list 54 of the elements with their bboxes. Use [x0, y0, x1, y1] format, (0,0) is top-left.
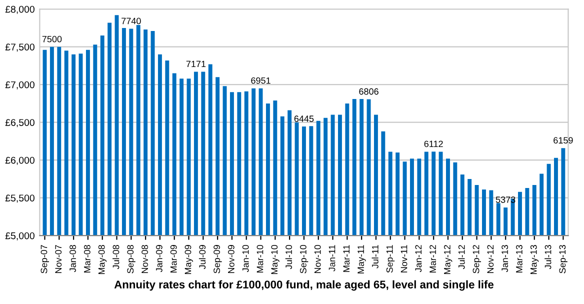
x-tick-label: Sep-12 — [472, 245, 481, 274]
y-tick-label: £6,000 — [5, 156, 34, 165]
y-tick-label: £6,500 — [5, 119, 34, 128]
x-tick-label: Sep-09 — [214, 245, 222, 274]
x-tick-label: Jan-09 — [156, 245, 162, 272]
x-tick-label: Nov-09 — [228, 245, 234, 273]
x-tick-label: Jul-13 — [544, 245, 552, 270]
x-tick-label: Sep-08 — [127, 245, 136, 274]
x-tick-label: Jul-11 — [372, 245, 378, 268]
x-tick-label: May-10 — [271, 244, 280, 274]
x-tick-label: Mar-11 — [343, 245, 350, 272]
x-tick-label: Nov-10 — [314, 244, 321, 273]
x-tick-label: Jul-12 — [458, 245, 465, 270]
x-tick-label: Jan-13 — [502, 245, 508, 272]
x-tick-label: Nov-07 — [55, 245, 62, 273]
x-axis-title: Annuity rates chart for £100,000 fund, male aged 65, level and single life — [114, 280, 494, 291]
data-label: 6806 — [359, 88, 378, 95]
x-tick-label: Jul-08 — [112, 245, 120, 270]
x-tick-label: May-13 — [530, 245, 539, 274]
x-tick-label: May-09 — [184, 245, 193, 274]
x-tick-label: Jul-10 — [285, 244, 292, 270]
x-tick-label: Sep-11 — [386, 245, 395, 273]
x-tick-label: May-12 — [444, 245, 452, 274]
data-label: 5373 — [496, 196, 516, 203]
x-tick-label: Mar-13 — [516, 245, 522, 272]
x-tick-label: Mar-08 — [84, 245, 90, 272]
x-tick-label: Jan-10 — [242, 244, 249, 272]
data-label: 6159 — [554, 137, 573, 144]
data-label: 6112 — [424, 140, 443, 148]
data-label: 6951 — [251, 77, 270, 84]
x-tick-label: Sep-10 — [300, 244, 308, 274]
y-tick-label: £5,500 — [5, 194, 34, 203]
y-tick-label: £7,500 — [5, 44, 34, 52]
x-tick-label: Nov-11 — [400, 245, 408, 272]
y-tick-label: £8,000 — [5, 6, 34, 14]
x-tick-label: Nov-08 — [142, 245, 148, 273]
x-tick-label: Mar-10 — [256, 244, 264, 272]
x-tick-label: Jan-11 — [328, 245, 336, 272]
data-label: 7500 — [42, 36, 62, 42]
data-label: 7171 — [186, 60, 206, 68]
x-tick-label: May-08 — [98, 245, 107, 274]
x-tick-label: Mar-12 — [430, 245, 436, 272]
x-tick-label: Jan-12 — [415, 245, 422, 272]
x-tick-label: Sep-13 — [559, 245, 568, 274]
data-label: 6445 — [294, 116, 314, 122]
x-tick-label: Sep-07 — [40, 245, 49, 274]
y-tick-label: £7,000 — [5, 81, 34, 90]
data-label: 7740 — [122, 18, 141, 24]
x-tick-label: May-11 — [358, 245, 366, 274]
x-tick-label: Nov-12 — [487, 245, 494, 273]
x-tick-label: Mar-09 — [170, 245, 177, 272]
y-tick-label: £5,000 — [5, 232, 34, 240]
x-tick-label: Jan-08 — [70, 245, 76, 272]
x-tick-label: Jul-09 — [198, 245, 206, 270]
